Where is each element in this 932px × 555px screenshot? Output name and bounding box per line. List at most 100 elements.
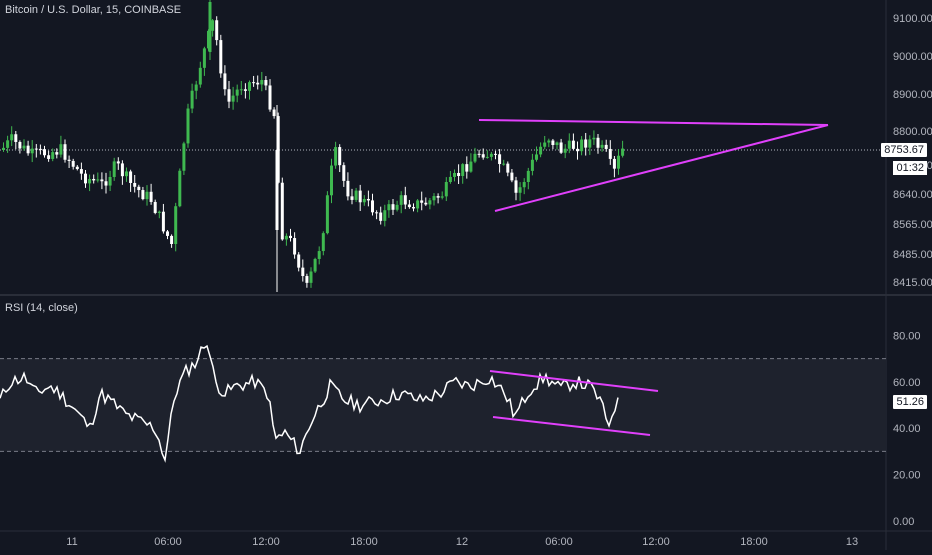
candle-body (88, 178, 92, 184)
candle-body (403, 195, 407, 205)
candle-body (563, 148, 567, 153)
time-tick-label: 18:00 (740, 536, 768, 548)
candle-body (399, 195, 403, 205)
candle-body (576, 148, 579, 152)
candle-body (530, 159, 534, 171)
candle-body (604, 144, 608, 149)
candle-body (617, 155, 620, 169)
candle-body (22, 145, 26, 149)
candle-body (84, 173, 87, 184)
time-tick-label: 12:00 (642, 536, 670, 548)
candle-body (30, 148, 34, 154)
candle-body (55, 152, 59, 155)
candle-body (514, 180, 518, 193)
candle-body (321, 233, 325, 252)
candle-body (202, 48, 206, 68)
time-tick-label: 12 (456, 536, 468, 548)
candle-body (506, 163, 510, 173)
candle-body (489, 153, 493, 157)
candle-body (34, 148, 38, 150)
chart-title: Bitcoin / U.S. Dollar, 15, COINBASE (5, 4, 182, 16)
candle-body (71, 160, 75, 167)
price-tick-label: 9100.00 (893, 13, 932, 25)
candle-body (379, 212, 383, 221)
candle-body (256, 82, 260, 85)
candle-body (473, 153, 477, 162)
time-tick-label: 06:00 (154, 536, 182, 548)
candle-body (420, 200, 424, 203)
candle-body (317, 251, 321, 259)
candle-body (571, 140, 575, 149)
candle-body (584, 139, 588, 148)
candle-body (387, 204, 391, 211)
candle-body (469, 161, 473, 172)
candle-body (67, 159, 71, 161)
candle-body (457, 172, 461, 177)
candle-body (231, 95, 235, 102)
candle-body (47, 155, 51, 159)
candle-body (248, 82, 251, 91)
candle-body (412, 207, 415, 209)
candle-body (284, 235, 288, 240)
rsi-trendline-upper (489, 370, 659, 392)
candle-body (59, 144, 63, 155)
candle-body (453, 172, 456, 177)
price-tick-label: 8640.00 (893, 189, 932, 201)
candle-body (444, 182, 448, 197)
candle-body (465, 164, 469, 172)
candle-body (38, 148, 42, 150)
price-tick-label: 8800.00 (893, 126, 932, 138)
candle-body (2, 147, 5, 150)
rsi-line (0, 344, 619, 463)
candle-body (600, 144, 604, 148)
candle-body (104, 181, 108, 186)
candle-body (272, 109, 276, 117)
candle-body (264, 80, 268, 86)
candle-body (547, 140, 551, 143)
candle-body (539, 146, 543, 155)
candle-body (219, 40, 223, 74)
candle-body (522, 182, 526, 188)
price-tick-label: 8415.00 (893, 277, 932, 289)
candle-body (116, 161, 120, 164)
candle-body (391, 204, 395, 210)
candle-body (502, 163, 506, 165)
candle-body (432, 196, 436, 201)
candle-body (211, 20, 215, 31)
candle-body (63, 144, 67, 160)
time-tick-label: 06:00 (545, 536, 573, 548)
candle-body (125, 171, 128, 177)
candle-body (494, 153, 497, 155)
candle-body (567, 140, 571, 149)
candle-body (477, 153, 481, 155)
candle-body (108, 176, 112, 186)
candle-body (510, 172, 514, 181)
rsi-trendline-lower (492, 416, 651, 436)
candle-body (580, 139, 584, 152)
candle-body (252, 82, 256, 84)
candle-body (293, 238, 297, 255)
candle-body (588, 139, 592, 148)
candle-body (461, 164, 465, 177)
candle-body (112, 161, 116, 177)
time-tick-label: 12:00 (252, 536, 280, 548)
trendline-resistance (478, 119, 829, 126)
candle-body (366, 198, 370, 201)
candle-body (275, 150, 279, 230)
rsi-tick-label: 0.00 (893, 516, 914, 528)
candle-body (543, 142, 547, 147)
candle-body (26, 145, 30, 154)
candle-body (120, 163, 124, 177)
candle-body (198, 67, 202, 85)
rsi-tick-label: 40.00 (893, 423, 921, 435)
candle-body (592, 137, 596, 140)
candle-body (18, 141, 22, 149)
candle-body (362, 198, 366, 203)
candle-body (178, 170, 182, 207)
candle-body (383, 210, 387, 221)
candle-body (313, 258, 317, 272)
candle-body (375, 212, 379, 214)
candle-body (338, 147, 342, 166)
